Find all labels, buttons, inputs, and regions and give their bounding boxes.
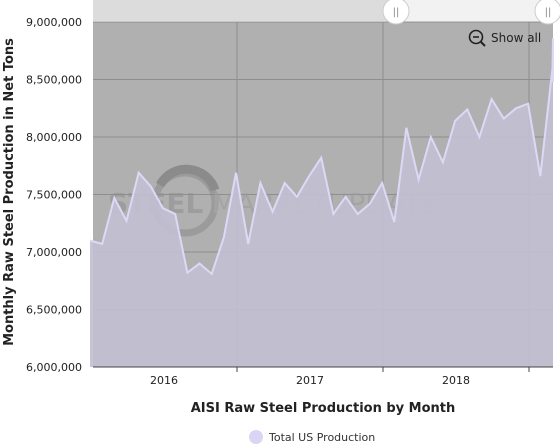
show-all-button[interactable]: Show all	[463, 28, 545, 48]
data-point-2016-08[interactable]	[233, 170, 239, 176]
data-point-2015-08[interactable]	[87, 238, 93, 244]
navigator-right-handle-glyph: ||	[545, 7, 552, 18]
data-point-2015-09[interactable]	[99, 241, 105, 247]
y-tick-label: 8,500,000	[26, 74, 82, 87]
data-point-2016-02[interactable]	[160, 205, 166, 211]
data-point-2018-10[interactable]	[550, 65, 556, 71]
series-area-total-us-production	[90, 38, 553, 367]
data-point-2017-05[interactable]	[343, 194, 349, 200]
navigator-left-handle-glyph: ||	[393, 7, 400, 18]
data-point-2017-06[interactable]	[355, 211, 361, 217]
data-point-2018-04[interactable]	[476, 134, 482, 140]
y-axis-tick-labels: 6,000,000 6,500,000 7,000,000 7,500,000 8,00…	[26, 16, 82, 374]
data-point-2016-03[interactable]	[172, 211, 178, 217]
data-point-2016-07[interactable]	[221, 234, 227, 240]
data-point-2017-04[interactable]	[330, 211, 336, 217]
data-point-2017-02[interactable]	[306, 173, 312, 179]
data-point-2017-08[interactable]	[379, 180, 385, 186]
data-point-2018-05[interactable]	[489, 96, 495, 102]
data-point-2018-06[interactable]	[501, 116, 507, 122]
x-tick-label-2018: 2018	[442, 374, 470, 387]
data-point-2018-08[interactable]	[525, 101, 531, 107]
data-point-2017-11[interactable]	[416, 177, 422, 183]
data-point-2016-05[interactable]	[197, 261, 203, 267]
y-tick-label: 7,500,000	[26, 189, 82, 202]
data-point-2016-09[interactable]	[245, 241, 251, 247]
data-point-2017-01[interactable]	[294, 194, 300, 200]
data-point-2016-11[interactable]	[270, 209, 276, 215]
show-all-label: Show all	[491, 31, 541, 45]
y-tick-label: 6,000,000	[26, 361, 82, 374]
data-point-2016-10[interactable]	[257, 180, 263, 186]
data-point-2018-07[interactable]	[513, 105, 519, 111]
data-point-2018-02[interactable]	[452, 118, 458, 124]
data-point-2016-06[interactable]	[209, 271, 215, 277]
data-point-2017-10[interactable]	[403, 125, 409, 131]
data-point-2018-03[interactable]	[464, 106, 470, 112]
data-point-2016-04[interactable]	[184, 270, 190, 276]
y-tick-label: 8,000,000	[26, 131, 82, 144]
y-axis-title: Monthly Raw Steel Production in Net Tons	[2, 38, 17, 346]
x-tick-label-2017: 2017	[296, 374, 324, 387]
legend[interactable]: Total US Production	[249, 430, 375, 444]
y-tick-label: 6,500,000	[26, 304, 82, 317]
data-point-2017-07[interactable]	[367, 201, 373, 207]
data-point-2018-09[interactable]	[537, 173, 543, 179]
data-point-2017-12[interactable]	[428, 134, 434, 140]
data-point-2016-01[interactable]	[148, 184, 154, 190]
legend-swatch-total-us-production	[249, 430, 263, 444]
data-point-2018-12[interactable]	[550, 79, 556, 85]
data-point-2018-01[interactable]	[440, 159, 446, 165]
data-point-2017-09[interactable]	[391, 219, 397, 225]
data-point-2016-12[interactable]	[282, 180, 288, 186]
data-point-2018-11[interactable]	[550, 35, 556, 41]
data-point-2015-10[interactable]	[111, 195, 117, 201]
navigator-masked-range	[93, 0, 396, 21]
legend-label-total-us-production: Total US Production	[268, 431, 375, 444]
data-point-2015-11[interactable]	[124, 218, 130, 224]
zoom-out-icon	[468, 29, 486, 47]
y-tick-label: 7,000,000	[26, 246, 82, 259]
data-point-2017-03[interactable]	[318, 155, 324, 161]
series-line-total-us-production	[89, 38, 554, 276]
navigator-right-handle[interactable]	[534, 0, 560, 25]
navigator-left-handle[interactable]	[382, 0, 410, 25]
x-tick-label-2016: 2016	[150, 374, 178, 387]
data-point-2015-12[interactable]	[136, 170, 142, 176]
y-tick-label: 9,000,000	[26, 16, 82, 29]
x-axis-title: AISI Raw Steel Production by Month	[191, 401, 456, 416]
